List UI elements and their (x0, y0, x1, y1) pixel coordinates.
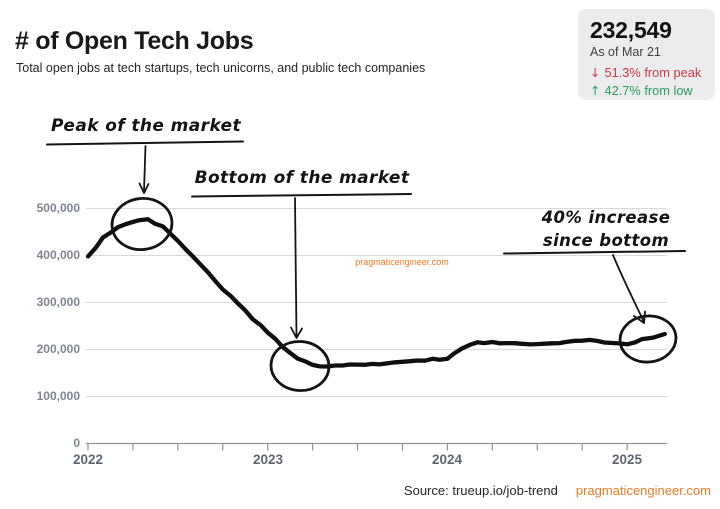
as-of-date: As of Mar 21 (590, 45, 661, 59)
annotation-shapes (46, 140, 686, 392)
bottom-circle (269, 340, 331, 392)
source-credit: Source: trueup.io/job-trend (403, 483, 558, 498)
peak-underline (46, 140, 244, 146)
change-from-low: ↑ 42.7% from low (590, 82, 703, 100)
footer: Source: trueup.io/job-trend pragmaticeng… (404, 483, 711, 498)
latest-circle (618, 314, 678, 364)
current-jobs-value: 232,549 (590, 17, 672, 43)
annotation-bottom-label: Bottom of the market (194, 168, 410, 188)
y-axis-label: 500,000 (36, 201, 80, 215)
peak-circle (110, 197, 174, 251)
peak-arrow (138, 145, 150, 194)
increase-underline (503, 250, 686, 255)
page-subtitle: Total open jobs at tech startups, tech u… (16, 61, 426, 75)
annotation-increase-line1: 40% increase (541, 208, 671, 227)
watermark: pragmaticengineer.com (355, 257, 449, 267)
y-axis-label: 0 (73, 436, 80, 450)
y-axis-label: 100,000 (36, 389, 80, 403)
site-credit: pragmaticengineer.com (575, 483, 711, 498)
y-axis-label: 400,000 (36, 248, 80, 262)
stats-panel: 232,549 As of Mar 21 ↓ 51.3% from peak ↑… (578, 9, 715, 100)
annotation-increase-label: 40% increase since bottom (506, 206, 706, 252)
down-arrow-icon: ↓ (590, 65, 601, 80)
gridlines (86, 207, 667, 398)
bottom-arrow (290, 197, 303, 339)
x-axis-label: 2023 (252, 452, 284, 467)
x-axis-label: 2022 (72, 452, 104, 467)
change-from-peak: ↓ 51.3% from peak (590, 64, 703, 82)
from-low-text: 42.7% from low (604, 83, 693, 98)
up-arrow-icon: ↑ (590, 83, 601, 98)
annotation-increase-line2: since bottom (542, 231, 670, 250)
page-title: # of Open Tech Jobs (15, 27, 254, 55)
bottom-underline (191, 193, 412, 198)
y-axis-label: 300,000 (36, 295, 80, 309)
x-axis-label: 2025 (611, 452, 643, 467)
x-axis (86, 442, 667, 451)
jobs-series-line (85, 217, 667, 369)
annotation-peak-label: Peak of the market (50, 116, 242, 136)
x-axis-label: 2024 (431, 452, 463, 467)
increase-arrow (612, 254, 646, 324)
from-peak-text: 51.3% from peak (604, 65, 702, 80)
y-axis-label: 200,000 (36, 342, 80, 356)
